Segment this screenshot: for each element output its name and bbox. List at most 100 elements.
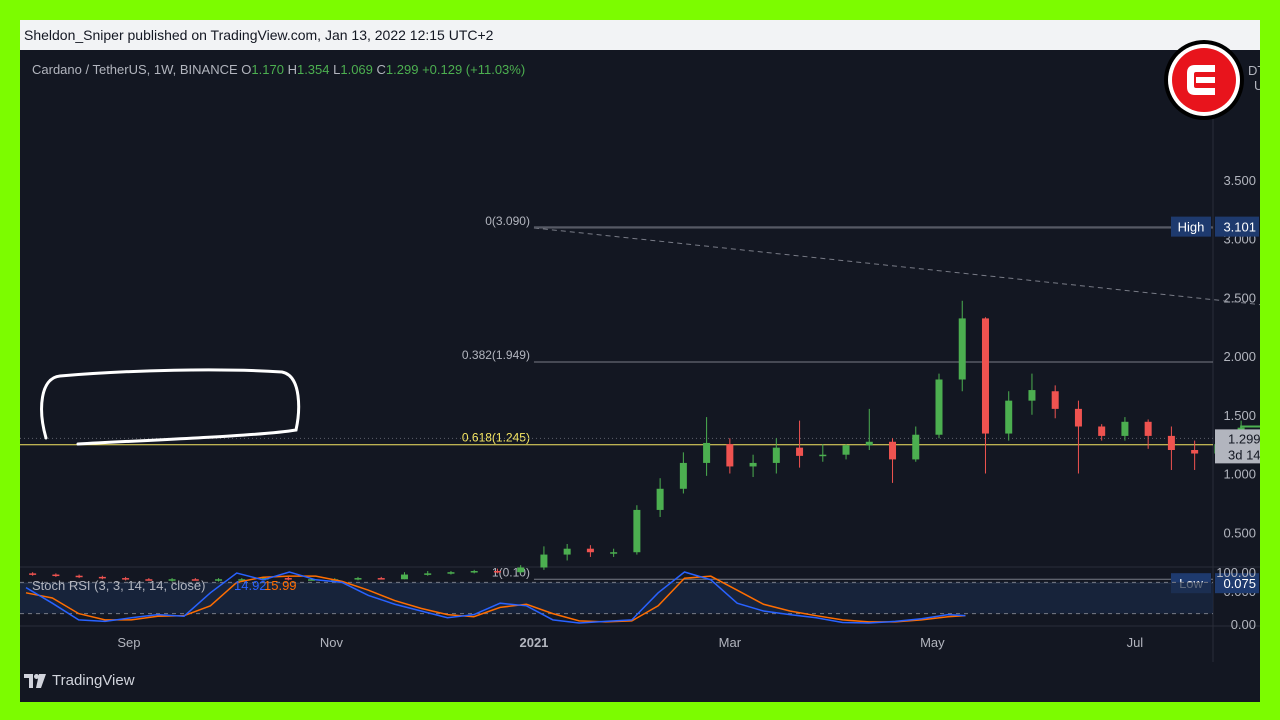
candle-body [865,441,873,446]
candle-body [29,573,37,575]
ohlc-legend-part: 1.170 [251,62,287,77]
high-value: 3.101 [1223,220,1256,235]
candle-body [191,579,199,581]
ohlc-legend-part: O [241,62,251,77]
tradingview-logo-text: TradingView [52,672,135,689]
candle-body [1074,408,1082,427]
candle-body [1121,421,1129,436]
price-tick-label: 1.500 [1223,408,1256,423]
candle-body [377,578,385,580]
candle-body [819,454,827,457]
price-scale-cut-label: DT [1248,63,1260,78]
ohlc-legend-part: Cardano / TetherUS, 1W, BINANCE [32,62,241,77]
publisher-bar: Sheldon_Sniper published on TradingView.… [20,20,1260,50]
ohlc-legend-part: 1.354 [297,62,333,77]
ohlc-legend-part: L [333,62,340,77]
price-axis-panel [1213,50,1260,662]
candle-body [749,462,757,467]
high-value-badge [1215,216,1259,237]
fib-level-label: 0.618(1.245) [462,431,530,445]
candle-body [424,573,432,575]
candle-body [796,447,804,456]
low-value-badge [1215,573,1259,594]
candle-body [354,578,362,580]
candle-body [400,574,408,580]
candle-body [493,571,501,573]
candle-body [517,567,525,573]
high-label: High [1178,220,1205,235]
candle-body [540,554,548,568]
candle-body [679,462,687,489]
ohlc-legend: Cardano / TetherUS, 1W, BINANCE O1.170 H… [32,62,525,77]
candle-body [470,571,478,573]
candle-body [889,441,897,460]
candle-body [563,548,571,555]
candles-group [29,300,1245,582]
candle-body [981,318,989,434]
candle-body [726,444,734,467]
fib-trend-line [533,227,1260,306]
candle-body [842,445,850,455]
time-tick-label: 2021 [519,635,548,650]
ohlc-legend-part: H [288,62,297,77]
time-tick-label: Mar [719,635,742,650]
ohlc-legend-part: +0.129 (+11.03%) [422,62,525,77]
candle-body [308,579,316,581]
stoch-rsi-title: Stoch RSI (3, 3, 14, 14, close) [32,578,205,593]
ohlc-legend-part: C [377,62,386,77]
fib-level-label: 0.382(1.949) [462,348,530,362]
tradingview-logo[interactable]: TradingView [24,672,135,689]
candle-body [168,579,176,581]
low-value: 0.075 [1223,576,1256,591]
candle-body [1005,400,1013,434]
current-price-badge [1215,429,1260,464]
candle-body [703,442,711,463]
brand-logo[interactable] [1163,39,1245,121]
candle-body [935,379,943,435]
chart-canvas[interactable]: 3.5003.0002.5002.0001.5001.0000.5000.000… [20,20,1260,702]
candle-body [586,548,594,553]
candle-body [656,488,664,510]
candle-body [1028,390,1036,401]
chart-frame: 3.5003.0002.5002.0001.5001.0000.5000.000… [20,20,1260,702]
candle-body [52,574,60,577]
current-price-value: 1.299 [1228,431,1260,446]
hand-drawn-annotation [40,368,301,446]
stoch-k-value: 14.92 [234,578,267,593]
price-tick-label: 2.500 [1223,290,1256,305]
candle-body [772,447,780,463]
price-tick-label: 2.000 [1223,349,1256,364]
tradingview-logo-icon [24,673,46,688]
ohlc-legend-part: 1.299 [386,62,422,77]
current-price-countdown: 3d 14 [1228,447,1260,462]
price-tick-label: 1.000 [1223,467,1256,482]
publisher-text: Sheldon_Sniper published on TradingView.… [24,27,494,43]
candle-body [1098,426,1106,436]
candle-body [98,576,106,579]
time-tick-label: May [920,635,945,650]
candle-body [610,552,618,554]
candle-body [284,578,292,580]
fib-level-label: 0(3.090) [485,214,530,228]
high-badge [1171,216,1211,237]
candle-body [912,434,920,460]
candle-body [1144,421,1152,436]
time-tick-label: Sep [117,635,140,650]
time-tick-label: Jul [1127,635,1144,650]
candle-body [1191,450,1199,454]
candle-body [1051,391,1059,409]
candle-body [447,572,455,574]
candle-body [145,579,153,581]
candle-body [238,579,246,581]
candle-body [633,509,641,553]
time-tick-label: Nov [320,635,344,650]
candle-body [75,575,83,578]
candle-body [215,579,223,581]
ohlc-legend-part: 1.069 [340,62,376,77]
candle-body [958,318,966,380]
candle-body [1167,435,1175,450]
stoch-tick-label: 0.00 [1231,617,1256,632]
price-scale-cut-label: U [1254,78,1260,93]
stoch-tick-label: 100.00 [1216,565,1256,580]
stoch-d-value: 15.99 [264,578,297,593]
